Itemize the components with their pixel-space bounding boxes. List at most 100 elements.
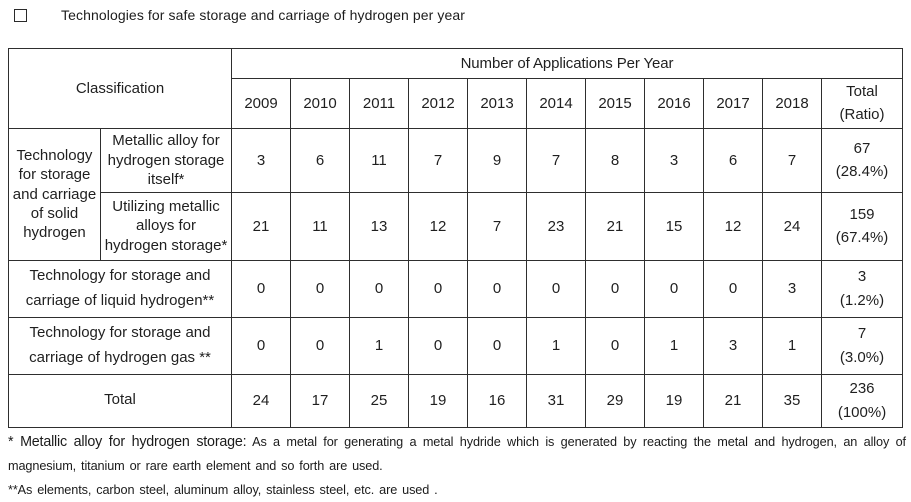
row-label-metallic-alloy-itself: Metallic alloy for hydrogen storage itse…	[100, 128, 232, 193]
row-label-utilizing-metallic-alloys: Utilizing metallic alloys for hydrogen s…	[100, 191, 232, 261]
row-label-hydrogen-gas: Technology for storage and carriage of h…	[8, 316, 232, 375]
data-cell: 6	[703, 128, 763, 193]
data-cell: 31	[526, 373, 586, 428]
data-cell: 8	[585, 128, 645, 193]
data-cell: 11	[349, 128, 409, 193]
ratio-value: (67.4%)	[835, 229, 889, 246]
data-cell: 24	[231, 373, 291, 428]
data-cell: 0	[585, 316, 645, 375]
solid-hydrogen-group-label: Technology for storage and carriage of s…	[8, 128, 101, 261]
row-total-cell: 67 (28.4%)	[820, 128, 904, 193]
data-cell: 0	[408, 316, 468, 375]
data-cell: 7	[762, 128, 822, 193]
year-header-2011: 2011	[349, 78, 409, 129]
grand-total-cell: 236 (100%)	[820, 373, 904, 428]
year-header-2010: 2010	[290, 78, 350, 129]
data-cell: 12	[408, 191, 468, 261]
data-cell: 17	[290, 373, 350, 428]
total-ratio-header: Total (Ratio)	[820, 78, 904, 129]
ratio-value: (28.4%)	[835, 163, 889, 181]
total-header-label: Total	[846, 83, 878, 100]
data-cell: 1	[644, 316, 704, 375]
data-cell: 3	[644, 128, 704, 193]
data-cell: 13	[349, 191, 409, 261]
data-cell: 0	[290, 259, 350, 318]
data-cell: 25	[349, 373, 409, 428]
ratio-value: (3.0%)	[839, 348, 885, 366]
data-cell: 1	[349, 316, 409, 375]
table-row: Technology for storage and carriage of h…	[8, 316, 904, 375]
square-bullet-icon	[14, 8, 27, 22]
data-cell: 0	[526, 259, 586, 318]
year-header-2009: 2009	[231, 78, 291, 129]
total-value: 67	[853, 140, 871, 157]
total-value: 159	[849, 205, 875, 223]
year-header-2016: 2016	[644, 78, 704, 129]
data-cell: 0	[703, 259, 763, 318]
data-cell: 3	[231, 128, 291, 193]
data-cell: 7	[408, 128, 468, 193]
page-title: Technologies for safe storage and carria…	[61, 7, 465, 23]
year-header-2012: 2012	[408, 78, 468, 129]
data-cell: 21	[585, 191, 645, 261]
data-cell: 16	[467, 373, 527, 428]
year-header-2017: 2017	[703, 78, 763, 129]
row-total-cell: 159 (67.4%)	[820, 191, 904, 261]
total-value: 236	[849, 380, 875, 398]
data-cell: 1	[526, 316, 586, 375]
footnote-lead: * Metallic alloy for hydrogen storage:	[8, 434, 247, 450]
data-cell: 3	[762, 259, 822, 318]
data-cell: 21	[703, 373, 763, 428]
data-cell: 0	[467, 259, 527, 318]
footnotes: * Metallic alloy for hydrogen storage: A…	[8, 429, 906, 502]
data-cell: 0	[290, 316, 350, 375]
year-header-2015: 2015	[585, 78, 645, 129]
footnote-body: As a metal for generating a metal hydrid…	[8, 435, 906, 474]
year-header-2013: 2013	[467, 78, 527, 129]
row-total-cell: 7 (3.0%)	[820, 316, 904, 375]
data-cell: 0	[231, 316, 291, 375]
data-cell: 0	[349, 259, 409, 318]
data-cell: 1	[762, 316, 822, 375]
data-cell: 0	[644, 259, 704, 318]
data-cell: 7	[526, 128, 586, 193]
data-cell: 11	[290, 191, 350, 261]
total-value: 3	[857, 268, 867, 286]
data-cell: 19	[644, 373, 704, 428]
footnote-metallic-alloy: * Metallic alloy for hydrogen storage: A…	[8, 429, 906, 479]
applications-per-year-header: Number of Applications Per Year	[230, 48, 904, 79]
total-row-label: Total	[8, 373, 232, 428]
data-cell: 3	[703, 316, 763, 375]
row-total-cell: 3 (1.2%)	[820, 259, 904, 318]
row-label-liquid-hydrogen: Technology for storage and carriage of l…	[8, 259, 232, 318]
ratio-value: (100%)	[837, 403, 887, 421]
data-cell: 15	[644, 191, 704, 261]
data-cell: 35	[762, 373, 822, 428]
data-cell: 0	[467, 316, 527, 375]
data-cell: 12	[703, 191, 763, 261]
data-cell: 21	[231, 191, 291, 261]
data-cell: 7	[467, 191, 527, 261]
footnote-elements: **As elements, carbon steel, aluminum al…	[8, 482, 438, 497]
data-cell: 19	[408, 373, 468, 428]
table-row: Technology for storage and carriage of s…	[8, 128, 904, 261]
data-cell: 24	[762, 191, 822, 261]
data-cell: 0	[408, 259, 468, 318]
data-cell: 23	[526, 191, 586, 261]
table-row: Technology for storage and carriage of l…	[8, 259, 904, 318]
data-cell: 6	[290, 128, 350, 193]
ratio-value: (1.2%)	[839, 291, 885, 309]
table-row: Utilizing metallic alloys for hydrogen s…	[9, 191, 904, 261]
data-cell: 9	[467, 128, 527, 193]
data-cell: 0	[231, 259, 291, 318]
applications-table: Classification Number of Applications Pe…	[8, 48, 904, 428]
title-row: Technologies for safe storage and carria…	[14, 7, 465, 23]
year-header-2014: 2014	[526, 78, 586, 129]
data-cell: 0	[585, 259, 645, 318]
total-row: Total 24 17 25 19 16 31 29 19 21 35 236 …	[8, 373, 904, 428]
total-value: 7	[857, 325, 867, 343]
data-cell: 29	[585, 373, 645, 428]
year-header-2018: 2018	[762, 78, 822, 129]
classification-header: Classification	[8, 48, 232, 129]
